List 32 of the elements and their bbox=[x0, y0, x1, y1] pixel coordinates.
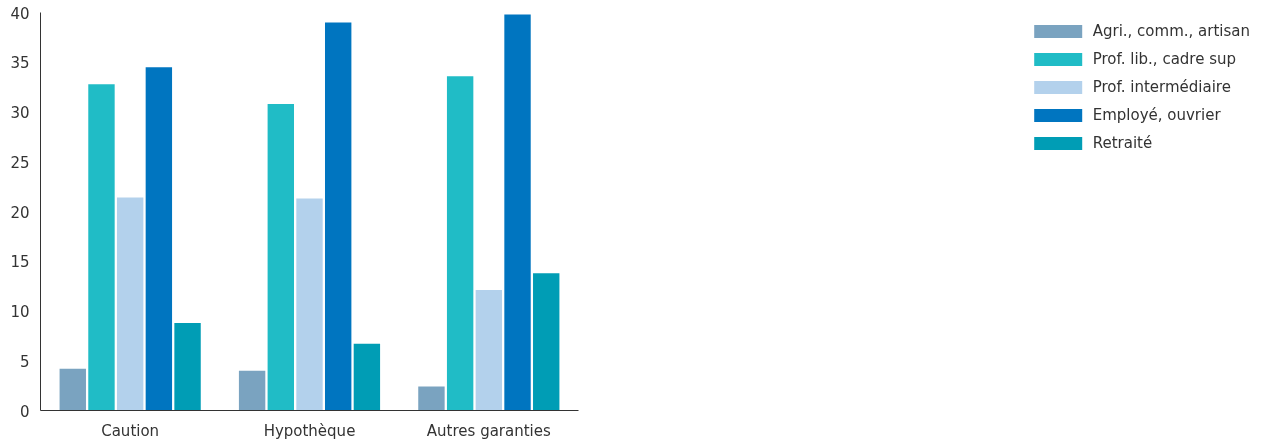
y-tick-label: 10 bbox=[10, 303, 30, 321]
y-tick-label: 15 bbox=[10, 253, 30, 272]
y-tick-label: 20 bbox=[10, 203, 30, 222]
y-tick-label: 30 bbox=[10, 104, 30, 122]
bar bbox=[238, 370, 266, 411]
bar bbox=[353, 343, 381, 411]
legend-label: Employé, ouvrier bbox=[1092, 106, 1221, 124]
bar bbox=[504, 14, 531, 411]
bar bbox=[116, 197, 144, 411]
bar bbox=[446, 76, 474, 411]
bar bbox=[267, 104, 295, 411]
bar bbox=[475, 290, 503, 411]
bar bbox=[324, 22, 352, 411]
x-tick-label: Caution bbox=[101, 421, 160, 440]
y-tick-label: 25 bbox=[10, 153, 30, 172]
bar bbox=[88, 84, 115, 411]
legend-label: Agri., comm., artisan bbox=[1092, 22, 1250, 40]
legend-label: Prof. lib., cadre sup bbox=[1092, 50, 1237, 68]
bar bbox=[174, 322, 201, 411]
bar bbox=[145, 67, 173, 411]
bar bbox=[533, 273, 560, 411]
legend-label: Prof. intermédiaire bbox=[1092, 78, 1231, 96]
legend-label: Retraité bbox=[1092, 134, 1153, 152]
y-tick-label: 0 bbox=[19, 402, 30, 421]
bar bbox=[296, 198, 323, 411]
y-tick-label: 40 bbox=[10, 4, 30, 23]
y-tick-label: 5 bbox=[19, 352, 30, 371]
y-tick-label: 35 bbox=[10, 54, 30, 73]
bar bbox=[418, 386, 445, 411]
x-tick-label: Hypothèque bbox=[263, 421, 356, 440]
bar bbox=[59, 368, 86, 411]
x-tick-label: Autres garanties bbox=[426, 421, 551, 440]
